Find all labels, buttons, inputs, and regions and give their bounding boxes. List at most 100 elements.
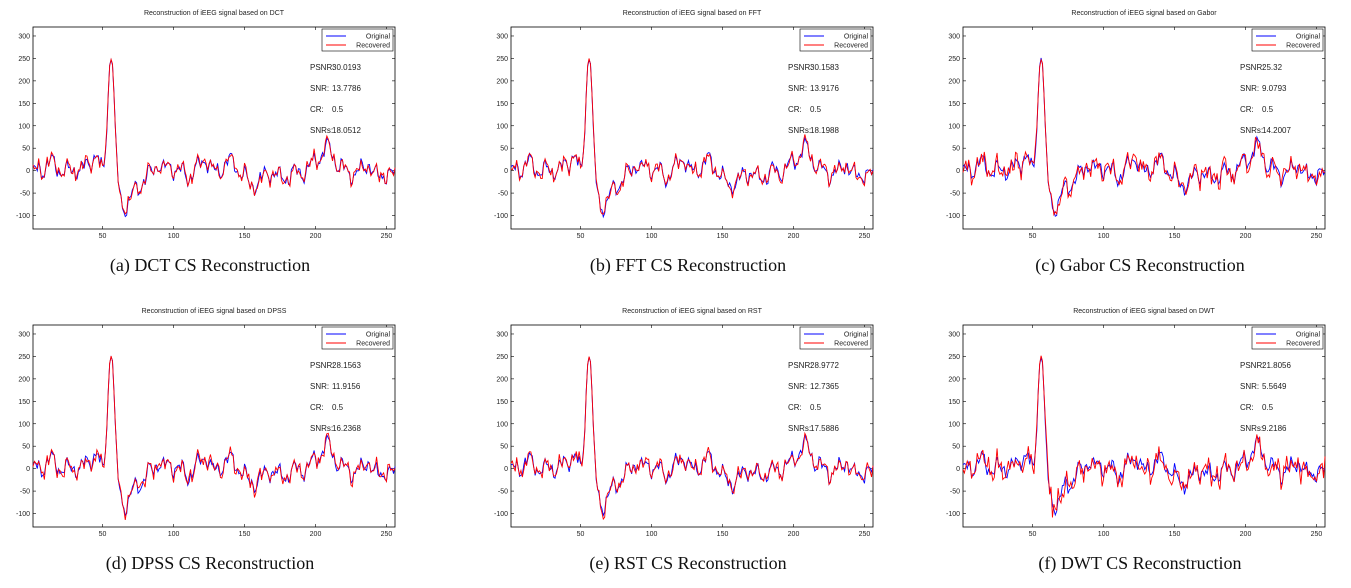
- chart-title: Reconstruction of iEEG signal based on F…: [623, 10, 762, 17]
- x-tick-label: 150: [239, 531, 251, 538]
- chart-svg: Reconstruction of iEEG signal based on D…: [16, 308, 396, 538]
- x-tick-label: 50: [99, 233, 107, 240]
- x-tick-label: 50: [577, 233, 585, 240]
- legend-label: Recovered: [834, 341, 868, 348]
- metric-label: SNRs:: [788, 424, 811, 433]
- series-original-line: [962, 57, 1326, 217]
- y-tick-label: 0: [956, 168, 960, 175]
- x-tick-label: 200: [310, 531, 322, 538]
- x-tick-label: 150: [717, 531, 729, 538]
- metric-label: CR:: [1240, 403, 1254, 412]
- metric-label: SNR:: [310, 382, 329, 391]
- figure-caption: (e) RST CS Reconstruction: [589, 553, 787, 573]
- metric-value: 28.1563: [332, 361, 361, 370]
- x-tick-label: 100: [1098, 233, 1110, 240]
- chart-panel: Reconstruction of iEEG signal based on D…: [0, 298, 420, 588]
- x-tick-label: 200: [788, 531, 800, 538]
- chart-panel: Reconstruction of iEEG signal based on G…: [930, 0, 1350, 290]
- y-tick-label: -100: [494, 213, 508, 220]
- y-tick-label: 100: [18, 123, 30, 130]
- metric-label: CR:: [788, 105, 802, 114]
- legend-box: [1251, 326, 1324, 350]
- metric-value: 0.5: [1262, 105, 1274, 114]
- x-tick-label: 100: [1098, 531, 1110, 538]
- metric-label: PSNR:: [310, 361, 334, 370]
- metric-label: SNRs:: [1240, 126, 1263, 135]
- legend-box: [321, 326, 394, 350]
- y-tick-label: 50: [22, 444, 30, 451]
- legend-label: Recovered: [1286, 341, 1320, 348]
- figure-caption: (f) DWT CS Reconstruction: [1038, 553, 1242, 573]
- y-tick-label: 250: [18, 354, 30, 361]
- metric-label: SNR:: [1240, 382, 1259, 391]
- x-tick-label: 50: [99, 531, 107, 538]
- y-tick-label: -50: [498, 191, 508, 198]
- metric-value: 25.32: [1262, 63, 1283, 72]
- x-tick-label: 50: [577, 531, 585, 538]
- y-tick-label: 150: [948, 101, 960, 108]
- y-tick-label: 50: [952, 146, 960, 153]
- legend-label: Original: [1296, 34, 1321, 41]
- y-tick-label: 200: [496, 376, 508, 383]
- x-tick-label: 250: [381, 233, 393, 240]
- x-tick-label: 250: [859, 233, 871, 240]
- metric-value: 18.1988: [810, 126, 839, 135]
- metric-value: 9.0793: [1262, 84, 1287, 93]
- y-tick-label: -50: [498, 489, 508, 496]
- y-tick-label: 150: [496, 399, 508, 406]
- y-tick-label: -50: [950, 489, 960, 496]
- y-tick-label: -50: [20, 489, 30, 496]
- x-tick-label: 150: [717, 233, 729, 240]
- metric-value: 0.5: [810, 403, 822, 412]
- series-recovered-line: [510, 58, 874, 215]
- figure-caption: (b) FFT CS Reconstruction: [589, 255, 787, 275]
- legend-label: Recovered: [356, 341, 390, 348]
- y-tick-label: 150: [496, 101, 508, 108]
- x-tick-label: 150: [239, 233, 251, 240]
- legend-label: Recovered: [1286, 43, 1320, 50]
- y-tick-label: 50: [952, 444, 960, 451]
- y-tick-label: 200: [948, 376, 960, 383]
- x-tick-label: 150: [1169, 531, 1181, 538]
- legend-label: Original: [366, 34, 391, 41]
- series-recovered-line: [962, 355, 1326, 518]
- legend-box: [321, 28, 394, 52]
- series-original-line: [510, 357, 874, 518]
- metric-label: PSNR:: [1240, 63, 1264, 72]
- y-tick-label: 100: [496, 421, 508, 428]
- axes-box: [510, 324, 874, 528]
- y-tick-label: 50: [22, 146, 30, 153]
- metric-label: SNR:: [310, 84, 329, 93]
- metric-value: 0.5: [1262, 403, 1274, 412]
- figure-caption: (d) DPSS CS Reconstruction: [105, 553, 315, 573]
- chart-title: Reconstruction of iEEG signal based on G…: [1071, 10, 1217, 17]
- y-tick-label: 0: [26, 466, 30, 473]
- x-tick-label: 150: [1169, 233, 1181, 240]
- legend-label: Recovered: [834, 43, 868, 50]
- metric-label: SNRs:: [310, 126, 333, 135]
- y-tick-label: -100: [494, 511, 508, 518]
- x-tick-label: 200: [788, 233, 800, 240]
- y-tick-label: 200: [948, 78, 960, 85]
- y-tick-label: 200: [496, 78, 508, 85]
- chart-svg: Reconstruction of iEEG signal based on F…: [494, 10, 874, 240]
- metric-label: SNR:: [788, 84, 807, 93]
- x-tick-label: 200: [1240, 531, 1252, 538]
- x-tick-label: 250: [1311, 233, 1323, 240]
- y-tick-label: 100: [948, 123, 960, 130]
- axes-box: [510, 26, 874, 230]
- chart-panel: Reconstruction of iEEG signal based on D…: [0, 0, 420, 290]
- series-recovered-line: [510, 356, 874, 521]
- y-tick-label: 250: [18, 56, 30, 63]
- y-tick-label: 50: [500, 146, 508, 153]
- y-tick-label: 0: [504, 168, 508, 175]
- metric-label: SNRs:: [1240, 424, 1263, 433]
- figure: Reconstruction of iEEG signal based on D…: [0, 0, 1350, 573]
- x-tick-label: 100: [168, 233, 180, 240]
- metric-value: 28.9772: [810, 361, 839, 370]
- y-tick-label: 0: [956, 466, 960, 473]
- chart-svg: Reconstruction of iEEG signal based on R…: [494, 308, 874, 538]
- legend-label: Original: [1296, 332, 1321, 339]
- chart-panel: Reconstruction of iEEG signal based on R…: [478, 298, 898, 588]
- metric-value: 16.2368: [332, 424, 361, 433]
